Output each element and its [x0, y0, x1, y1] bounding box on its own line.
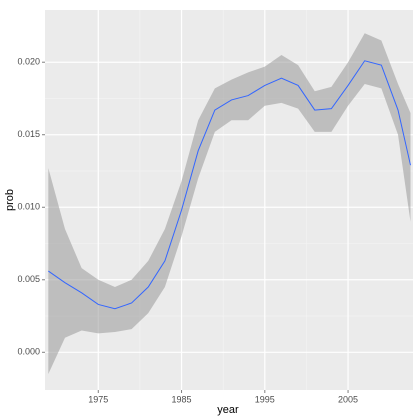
x-tick-label: 2005	[338, 394, 358, 404]
y-tick-label: 0.020	[17, 57, 40, 67]
x-tick-label: 1995	[255, 394, 275, 404]
y-tick-label: 0.015	[17, 129, 40, 139]
x-axis-title: year	[217, 404, 239, 416]
y-tick-label: 0.005	[17, 274, 40, 284]
y-axis-title: prob	[4, 189, 16, 211]
confidence-band	[48, 33, 411, 375]
x-tick-label: 1985	[172, 394, 192, 404]
y-tick-label: 0.010	[17, 202, 40, 212]
x-tick-label: 1975	[88, 394, 108, 404]
y-tick-label: 0.000	[17, 347, 40, 357]
smooth-line	[48, 60, 411, 310]
